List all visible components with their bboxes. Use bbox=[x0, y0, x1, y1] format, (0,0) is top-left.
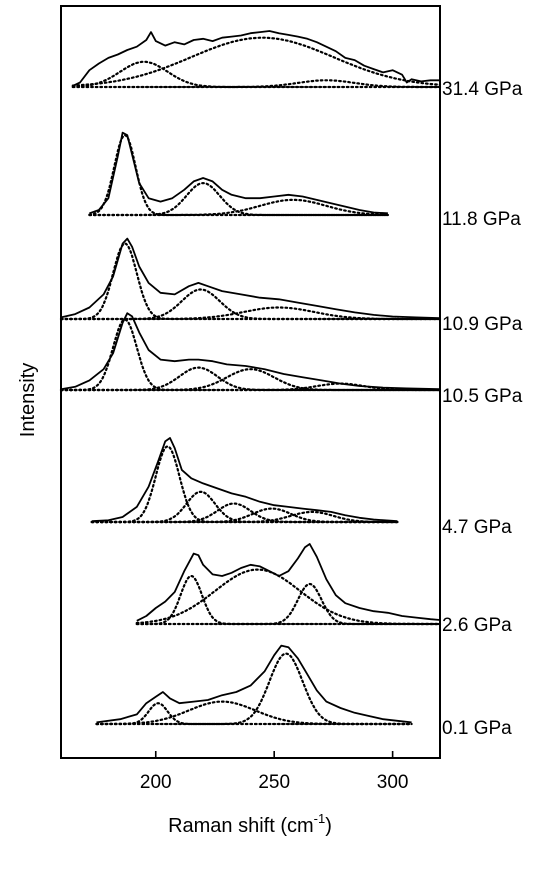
x-tick-label: 200 bbox=[140, 772, 172, 793]
spectrum-1 bbox=[71, 30, 442, 89]
spectra-layer bbox=[59, 30, 442, 726]
pressure-label: 4.7 GPa bbox=[442, 517, 512, 538]
measured-spectrum bbox=[60, 312, 441, 391]
fit-component-3 bbox=[88, 198, 389, 217]
measured-spectrum bbox=[136, 543, 441, 622]
x-axis-ticks: 200 250 300 bbox=[140, 751, 409, 793]
x-tick-label: 250 bbox=[258, 772, 290, 793]
plot-frame bbox=[60, 5, 441, 759]
spectrum-5 bbox=[90, 437, 399, 524]
pressure-label: 11.8 GPa bbox=[442, 209, 521, 230]
pressure-label: 0.1 GPa bbox=[442, 718, 512, 739]
fit-component-3 bbox=[59, 306, 442, 321]
spectrum-6 bbox=[135, 543, 442, 626]
measured-spectrum bbox=[91, 437, 398, 523]
pressure-label: 31.4 GPa bbox=[442, 79, 523, 100]
spectrum-4 bbox=[59, 312, 442, 392]
fit-component-3 bbox=[95, 652, 413, 726]
fit-component-3 bbox=[71, 79, 442, 89]
spectrum-7 bbox=[95, 644, 413, 726]
fit-component-3 bbox=[135, 582, 442, 626]
pressure-label: 2.6 GPa bbox=[442, 615, 512, 636]
pressure-labels: 31.4 GPa 11.8 GPa 10.9 GPa 10.5 GPa 4.7 GPa 2… bbox=[442, 79, 523, 739]
pressure-label: 10.9 GPa bbox=[442, 314, 523, 335]
fit-component-2 bbox=[135, 568, 442, 626]
fit-component-3 bbox=[59, 368, 442, 392]
measured-spectrum bbox=[89, 131, 388, 215]
measured-spectrum bbox=[72, 30, 440, 87]
x-axis-title: Raman shift (cm-1) bbox=[168, 811, 332, 837]
measured-spectrum bbox=[96, 644, 412, 724]
spectrum-2 bbox=[88, 131, 389, 217]
fit-component-5 bbox=[90, 510, 399, 524]
x-tick-label: 300 bbox=[377, 772, 409, 793]
fit-component-1 bbox=[95, 702, 413, 726]
y-axis-title: Intensity bbox=[17, 363, 39, 437]
fit-component-2 bbox=[71, 36, 442, 87]
measured-spectrum bbox=[60, 237, 441, 320]
pressure-label: 10.5 GPa bbox=[442, 386, 523, 407]
